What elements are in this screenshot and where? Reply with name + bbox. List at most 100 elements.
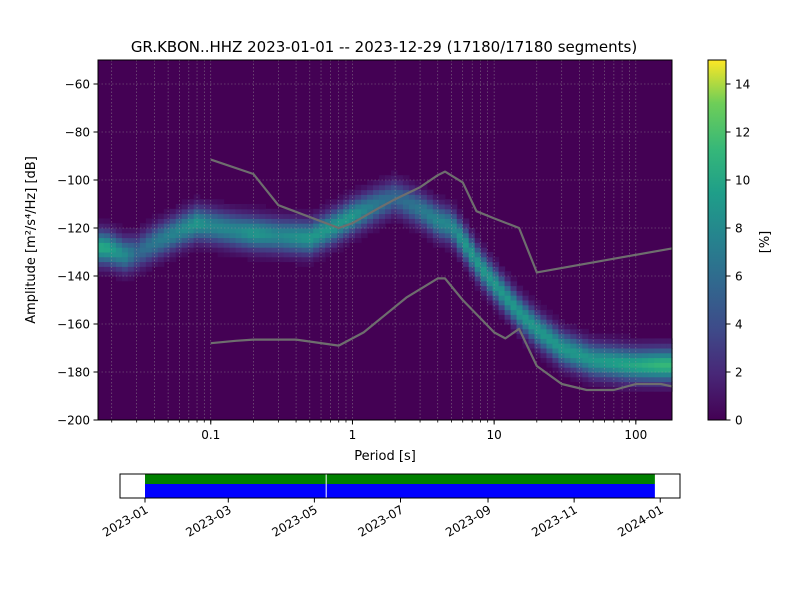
heatmap-cell	[157, 261, 165, 267]
heatmap-cell	[648, 352, 655, 359]
heatmap-cell	[169, 223, 177, 229]
heatmap-cell	[636, 362, 643, 368]
heatmap-cell	[480, 276, 488, 282]
heatmap-cell	[546, 357, 554, 363]
heatmap-cell	[211, 242, 219, 248]
heatmap-cell	[343, 242, 350, 248]
heatmap-cell	[367, 180, 374, 186]
heatmap-cell	[582, 348, 589, 354]
heatmap-cell	[151, 223, 159, 229]
heatmap-cell	[169, 208, 177, 215]
heatmap-cell	[648, 362, 655, 368]
heatmap-cell	[265, 218, 272, 224]
heatmap-cell	[450, 223, 458, 229]
heatmap-cell	[588, 348, 595, 354]
heatmap-cell	[361, 232, 368, 239]
heatmap-cell	[498, 266, 506, 272]
heatmap-cell	[313, 218, 320, 224]
heatmap-cell	[666, 352, 673, 359]
heatmap-cell	[474, 256, 482, 263]
heatmap-cell	[456, 208, 464, 215]
heatmap-cell	[295, 232, 302, 239]
heatmap-cell	[193, 237, 201, 243]
heatmap-cell	[612, 333, 619, 339]
heatmap-cell	[205, 237, 213, 243]
heatmap-cell	[271, 232, 278, 239]
heatmap-cell	[247, 237, 255, 243]
heatmap-cell	[420, 204, 428, 210]
heatmap-cell	[414, 208, 422, 215]
heatmap-cell	[534, 319, 542, 325]
heatmap-cell	[253, 223, 261, 229]
heatmap-cell	[289, 237, 296, 243]
heatmap-cell	[121, 271, 129, 277]
heatmap-cell	[121, 276, 129, 282]
heatmap-cell	[211, 232, 219, 239]
heatmap-cell	[510, 295, 518, 301]
heatmap-cell	[522, 328, 530, 335]
heatmap-cell	[217, 237, 225, 243]
colorbar-tick-label: 2	[735, 366, 743, 380]
heatmap-cell	[432, 228, 440, 234]
heatmap-cell	[438, 223, 446, 229]
heatmap-cell	[295, 247, 302, 253]
heatmap-cell	[277, 242, 284, 248]
heatmap-cell	[606, 352, 613, 359]
heatmap-cell	[642, 357, 649, 363]
heatmap-cell	[187, 199, 195, 205]
heatmap-cell	[235, 237, 243, 243]
heatmap-cell	[103, 252, 111, 258]
heatmap-cell	[636, 352, 643, 359]
heatmap-cell	[103, 237, 111, 243]
heatmap-cell	[606, 343, 613, 349]
heatmap-cell	[241, 252, 249, 258]
heatmap-cell	[157, 232, 165, 239]
heatmap-cell	[289, 252, 296, 258]
heatmap-cell	[444, 204, 452, 210]
heatmap-cell	[540, 324, 548, 330]
heatmap-cell	[576, 328, 583, 335]
heatmap-cell	[582, 381, 589, 387]
heatmap-cell	[480, 285, 488, 291]
heatmap-cell	[582, 362, 589, 368]
heatmap-cell	[349, 204, 356, 210]
heatmap-cell	[492, 276, 500, 282]
heatmap-cell	[223, 242, 231, 248]
heatmap-cell	[426, 228, 434, 234]
heatmap-cell	[432, 223, 440, 229]
lower-noise-model-line	[210, 277, 673, 392]
heatmap-cell	[301, 261, 308, 267]
heatmap-cell	[492, 309, 500, 315]
heatmap-cell	[283, 223, 290, 229]
heatmap-cell	[355, 208, 362, 215]
heatmap-cell	[349, 199, 356, 205]
heatmap-cell	[456, 213, 464, 219]
heatmap-cell	[630, 357, 637, 363]
heatmap-cell	[205, 199, 213, 205]
heatmap-cell	[390, 213, 398, 219]
heatmap-cell	[373, 180, 380, 186]
heatmap-cell	[289, 232, 296, 239]
heatmap-cell	[498, 304, 506, 311]
heatmap-cell	[462, 252, 470, 258]
heatmap-cell	[510, 285, 518, 291]
heatmap-cell	[516, 314, 524, 320]
heatmap-cell	[402, 213, 410, 219]
heatmap-cell	[175, 208, 183, 215]
heatmap-cell	[181, 237, 189, 243]
heatmap-cell	[558, 357, 565, 363]
heatmap-cell	[522, 309, 530, 315]
heatmap-cell	[223, 208, 231, 215]
heatmap-cell	[295, 242, 302, 248]
heatmap-cell	[241, 218, 249, 224]
heatmap-cell	[271, 223, 278, 229]
heatmap-cell	[379, 213, 386, 219]
heatmap-cell	[145, 232, 153, 239]
heatmap-cell	[522, 319, 530, 325]
heatmap-cell	[588, 381, 595, 387]
heatmap-cell	[151, 247, 159, 253]
heatmap-cell	[139, 247, 147, 253]
heatmap-cell	[438, 218, 446, 224]
heatmap-cell	[534, 338, 542, 344]
heatmap-cell	[618, 362, 625, 368]
